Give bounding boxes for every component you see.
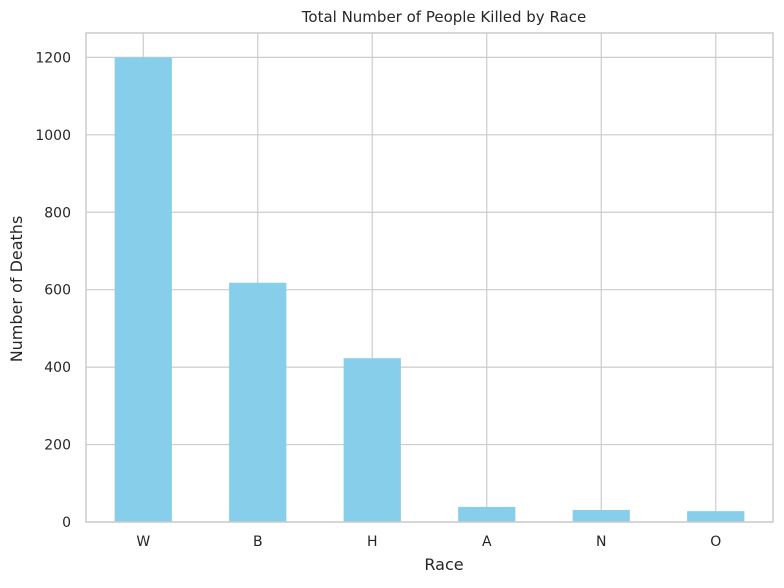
- x-tick-label: A: [482, 534, 492, 550]
- plot-frame: [85, 32, 774, 523]
- chart-title: Total Number of People Killed by Race: [301, 8, 586, 26]
- y-tick-label: 400: [44, 360, 71, 376]
- x-tick-label: N: [596, 534, 606, 550]
- axes-frame: [85, 32, 774, 523]
- bar-N: [572, 509, 630, 522]
- y-axis-label: Number of Deaths: [7, 216, 26, 363]
- x-tick-label: H: [367, 534, 378, 550]
- bar-A: [458, 506, 516, 522]
- x-tick-label: O: [710, 534, 721, 550]
- y-tick-label: 1200: [35, 50, 71, 66]
- y-tick-label: 1000: [35, 128, 71, 144]
- x-tick-label: W: [136, 534, 150, 550]
- x-tick-label: B: [253, 534, 263, 550]
- y-tick-label: 800: [44, 205, 71, 221]
- y-tick-label: 200: [44, 438, 71, 454]
- y-tick-label: 600: [44, 283, 71, 299]
- bar-O: [687, 511, 745, 522]
- bars: [114, 57, 745, 523]
- grid-lines: [86, 33, 773, 523]
- x-axis-label: Race: [424, 555, 463, 574]
- bar-H: [343, 358, 401, 522]
- y-tick-label: 0: [62, 515, 71, 531]
- bar-W: [114, 57, 172, 523]
- y-axis-ticks: 0 200 400 600 800 1000 1200: [35, 50, 71, 531]
- bar-B: [229, 282, 287, 522]
